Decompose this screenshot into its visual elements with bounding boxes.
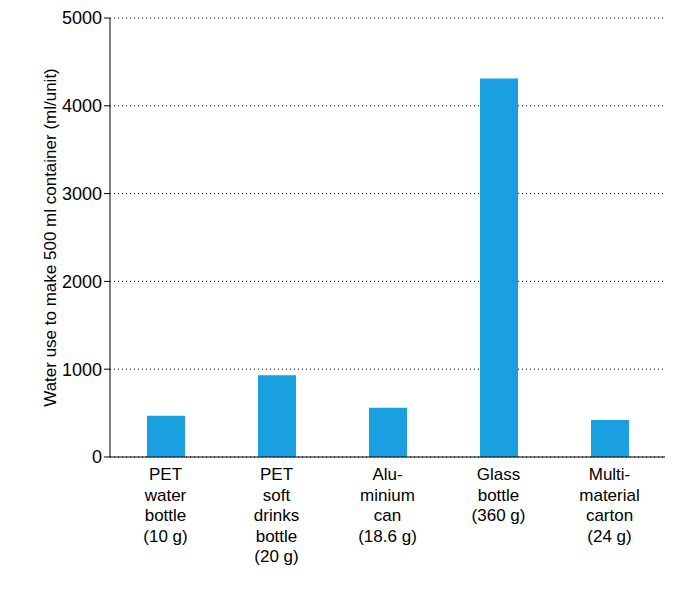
svg-text:5000: 5000 xyxy=(62,8,102,28)
svg-text:Water use to make 500 ml conta: Water use to make 500 ml container (ml/u… xyxy=(41,68,60,407)
svg-text:3000: 3000 xyxy=(62,184,102,204)
svg-text:0: 0 xyxy=(92,447,102,467)
svg-text:2000: 2000 xyxy=(62,272,102,292)
svg-text:Glassbottle(360 g): Glassbottle(360 g) xyxy=(472,465,526,525)
svg-text:PETwaterbottle(10 g): PETwaterbottle(10 g) xyxy=(143,465,187,545)
svg-text:Alu-miniumcan(18.6 g): Alu-miniumcan(18.6 g) xyxy=(358,465,417,545)
svg-text:Multi-materialcarton(24 g): Multi-materialcarton(24 g) xyxy=(579,465,639,545)
svg-text:4000: 4000 xyxy=(62,96,102,116)
svg-text:PETsoftdrinksbottle(20 g): PETsoftdrinksbottle(20 g) xyxy=(254,465,299,566)
svg-text:1000: 1000 xyxy=(62,360,102,380)
